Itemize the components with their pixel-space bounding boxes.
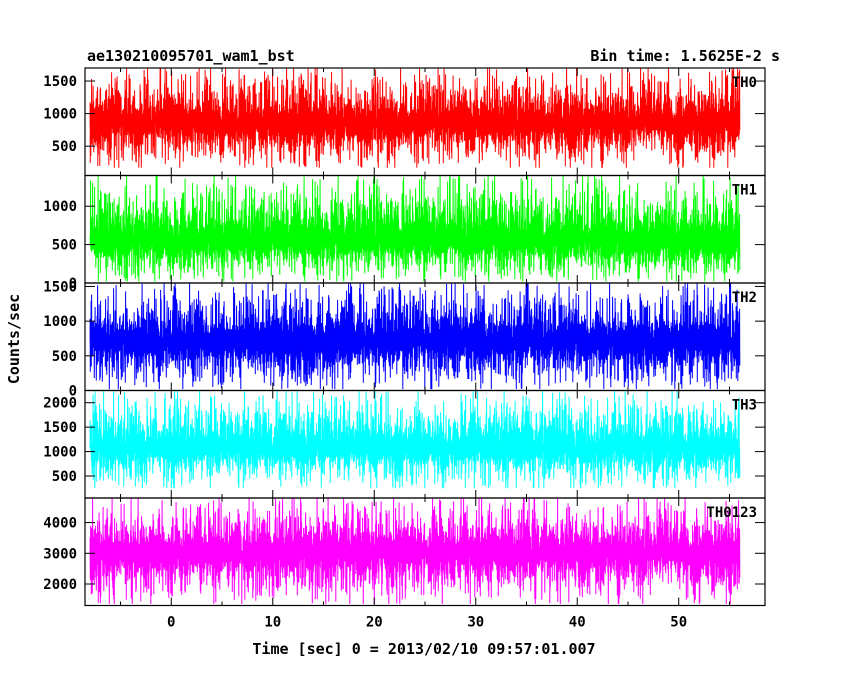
chart-subtitle: Bin time: 1.5625E-2 s: [590, 47, 780, 65]
x-tick-label: 30: [467, 615, 484, 631]
y-tick-label: 1000: [43, 445, 77, 461]
series-line-th0: [89, 68, 741, 168]
x-tick-labels: 0 10 20 30 40 50: [167, 615, 687, 631]
x-tick-label: 40: [569, 615, 586, 631]
x-axis-label: Time [sec] 0 = 2013/02/10 09:57:01.007: [252, 640, 595, 658]
panel-label-th1: TH1: [732, 183, 757, 199]
series-line-th1: [89, 175, 741, 282]
series-line-th0123: [89, 498, 741, 605]
y-tick-label: 1000: [43, 107, 77, 123]
panel-label-th2: TH2: [732, 290, 757, 306]
y-tick-label: 500: [52, 349, 77, 365]
y-tick-label: 500: [52, 238, 77, 254]
panel-th0123: 2000 3000 4000 TH0123: [43, 497, 766, 607]
y-tick-label: 4000: [43, 516, 77, 532]
y-tick-label: 0: [69, 276, 77, 292]
x-tick-label: 10: [264, 615, 281, 631]
y-tick-label: 3000: [43, 546, 77, 562]
panel-th3: 500 1000 1500 2000 TH3: [43, 389, 766, 499]
y-tick-label: 1000: [43, 314, 77, 330]
y-axis-label: Counts/sec: [5, 294, 23, 384]
panel-label-th0123: TH0123: [706, 505, 757, 521]
x-tick-label: 50: [670, 615, 687, 631]
y-tick-label: 1000: [43, 199, 77, 215]
panel-th1: 0 500 1000 TH1: [43, 174, 766, 292]
y-tick-label: 1500: [43, 279, 77, 295]
y-tick-label: 2000: [43, 577, 77, 593]
x-tick-label: 0: [167, 615, 175, 631]
y-tick-label: 2000: [43, 396, 77, 412]
y-tick-label: 1500: [43, 420, 77, 436]
x-tick-label: 20: [366, 615, 383, 631]
panel-label-th3: TH3: [732, 398, 757, 414]
chart-title: ae130210095701_wam1_bst: [87, 47, 295, 65]
panel-label-th0: TH0: [732, 75, 757, 91]
panel-th0: 500 1000 1500 TH0: [43, 67, 766, 177]
panels-group: 500 1000 1500 TH0 0 500 1000 TH1 0 500 1000 1500 TH2…: [43, 67, 766, 607]
series-line-th2: [89, 283, 741, 390]
y-tick-label: 1500: [43, 74, 77, 90]
y-tick-label: 500: [52, 139, 77, 155]
y-tick-label: 500: [52, 469, 77, 485]
panel-th2: 0 500 1000 1500 TH2: [43, 279, 766, 400]
series-line-th3: [89, 390, 741, 489]
y-tick-label: 0: [69, 384, 77, 400]
